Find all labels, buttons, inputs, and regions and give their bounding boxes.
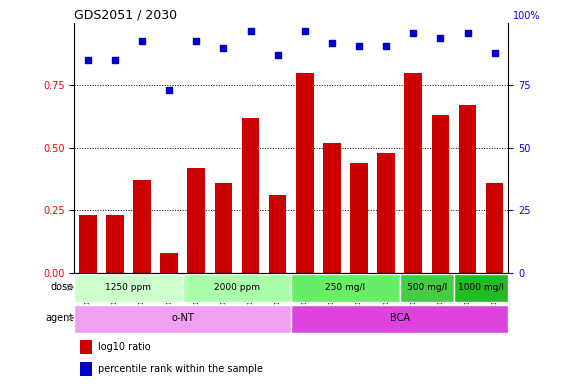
Point	[490, 50, 499, 56]
Point	[219, 45, 228, 51]
Bar	[79, 215, 96, 273]
Bar	[291, 274, 400, 302]
Bar	[454, 274, 508, 302]
Bar	[183, 274, 291, 302]
Bar	[106, 215, 124, 273]
Point	[436, 35, 445, 41]
Bar	[400, 274, 454, 302]
Bar	[377, 153, 395, 273]
Point	[164, 87, 174, 93]
Bar	[269, 195, 287, 273]
Bar	[404, 73, 422, 273]
Bar	[187, 168, 205, 273]
Bar	[323, 143, 341, 273]
Text: 2000 ppm: 2000 ppm	[214, 283, 260, 292]
Text: percentile rank within the sample: percentile rank within the sample	[98, 364, 263, 374]
Text: 1250 ppm: 1250 ppm	[106, 283, 151, 292]
Text: o-NT: o-NT	[171, 313, 194, 323]
Point	[273, 52, 282, 58]
Bar	[215, 183, 232, 273]
Point	[246, 27, 255, 33]
Bar	[291, 305, 508, 333]
Text: 1000 mg/l: 1000 mg/l	[458, 283, 504, 292]
Text: GDS2051 / 2030: GDS2051 / 2030	[74, 9, 178, 22]
Bar	[133, 180, 151, 273]
Bar	[242, 118, 259, 273]
Bar	[296, 73, 313, 273]
Point	[138, 37, 147, 43]
Bar	[80, 362, 93, 376]
Point	[381, 42, 391, 48]
Bar	[80, 339, 93, 354]
Text: dose: dose	[51, 282, 74, 292]
Text: 500 mg/l: 500 mg/l	[407, 283, 447, 292]
Text: 100%: 100%	[513, 10, 540, 20]
Text: log10 ratio: log10 ratio	[98, 342, 151, 352]
Bar	[74, 274, 183, 302]
Text: BCA: BCA	[389, 313, 410, 323]
Bar	[432, 115, 449, 273]
Point	[192, 37, 201, 43]
Bar	[350, 163, 368, 273]
Point	[327, 40, 336, 46]
Bar	[486, 183, 504, 273]
Point	[83, 57, 93, 63]
Bar	[160, 253, 178, 273]
Text: agent: agent	[46, 313, 74, 323]
Point	[463, 30, 472, 36]
Point	[110, 57, 119, 63]
Bar	[74, 305, 291, 333]
Point	[300, 27, 309, 33]
Bar	[459, 105, 476, 273]
Point	[409, 30, 418, 36]
Point	[355, 42, 364, 48]
Text: 250 mg/l: 250 mg/l	[325, 283, 365, 292]
